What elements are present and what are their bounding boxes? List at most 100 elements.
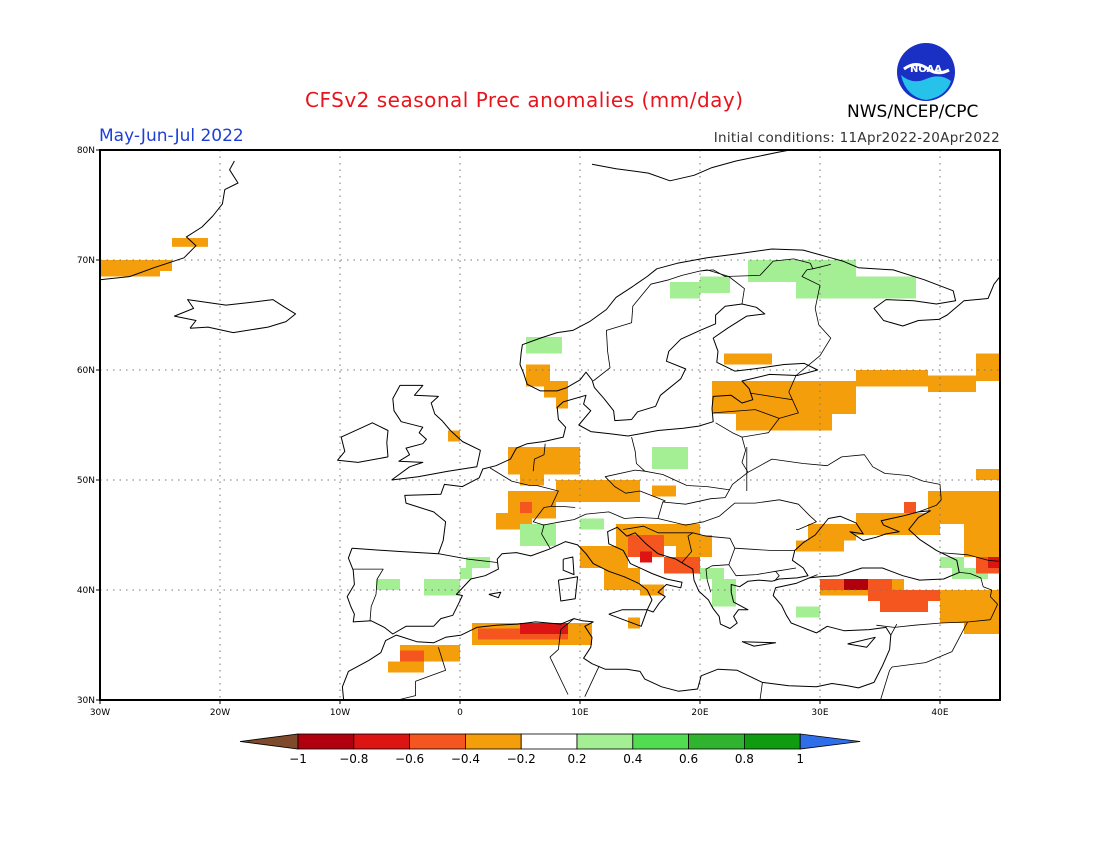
legend-label: −1	[289, 752, 307, 766]
anomaly-cell	[844, 579, 868, 590]
country-border	[759, 682, 763, 700]
anomaly-cell	[400, 650, 424, 662]
anomaly-cell	[724, 353, 772, 365]
lon-tick-label: 10W	[330, 708, 350, 718]
lat-tick-label: 50N	[77, 476, 95, 486]
anomaly-cell	[712, 579, 736, 607]
anomaly-cell	[964, 524, 1000, 557]
country-border	[662, 497, 726, 505]
anomaly-cell	[796, 606, 820, 618]
anomaly-cell	[988, 557, 1000, 568]
legend-colorbar: −1 −0.8 −0.6 −0.4 −0.2 0.2 0.4 0.6 0.8 1	[239, 733, 861, 766]
legend-swatch	[688, 733, 745, 750]
anomaly-cell	[652, 447, 688, 469]
anomaly-cell	[880, 601, 928, 612]
anomaly-cell	[448, 430, 460, 442]
anomaly-cell	[676, 535, 712, 557]
anomaly-cell	[388, 661, 424, 673]
country-border	[549, 618, 575, 695]
anomaly-cell	[376, 579, 400, 590]
coastline	[173, 299, 297, 334]
country-border	[353, 568, 384, 621]
anomaly-cell	[604, 568, 640, 590]
lon-tick-label: 30E	[811, 708, 828, 718]
legend-swatch	[464, 733, 522, 750]
coastline	[488, 591, 502, 599]
anomaly-cell	[520, 524, 556, 546]
lat-tick-label: 80N	[77, 146, 95, 156]
legend-arrow-right	[799, 733, 861, 750]
anomaly-cell	[796, 276, 916, 299]
lon-tick-label: 40E	[931, 708, 948, 718]
anomaly-cell	[670, 282, 700, 299]
country-border	[775, 567, 797, 572]
country-border	[532, 443, 546, 472]
legend-label: −0.4	[451, 752, 480, 766]
anomaly-cell	[928, 375, 976, 392]
country-border	[631, 437, 646, 472]
anomaly-cell	[628, 617, 640, 629]
legend-swatch	[744, 733, 801, 750]
legend-label: −0.8	[339, 752, 368, 766]
anomaly-cell	[940, 590, 1000, 623]
coastline	[741, 641, 777, 647]
coastline	[351, 248, 1000, 555]
anomaly-cell	[796, 540, 844, 552]
anomaly-cell	[700, 568, 724, 579]
coastline	[391, 384, 481, 481]
country-border	[750, 392, 793, 401]
anomaly-cell	[160, 260, 172, 271]
coastline	[557, 576, 579, 602]
lat-tick-label: 60N	[77, 366, 95, 376]
anomaly-cell	[712, 381, 856, 414]
legend-label: 0.6	[679, 752, 698, 766]
chart-title: CFSv2 seasonal Prec anomalies (mm/day)	[305, 88, 744, 112]
country-border	[532, 505, 576, 549]
anomaly-cell	[556, 480, 640, 502]
noaa-logo-text: NOAA	[910, 64, 942, 75]
legend-swatch	[632, 733, 689, 750]
country-border	[890, 623, 898, 636]
anomaly-cell	[526, 337, 562, 354]
anomaly-cell	[466, 557, 490, 568]
anomaly-cell	[940, 557, 964, 568]
legend-label: −0.2	[507, 752, 536, 766]
anomaly-cell	[928, 491, 1000, 524]
anomaly-cell	[856, 513, 940, 535]
country-border	[880, 666, 893, 700]
country-border	[747, 454, 942, 513]
lon-tick-label: 30W	[90, 708, 110, 718]
lon-tick-label: 0	[457, 708, 463, 718]
country-border	[438, 553, 498, 563]
noaa-logo: NOAA	[896, 42, 956, 102]
legend-label: −0.6	[395, 752, 424, 766]
lat-tick-label: 70N	[77, 256, 95, 266]
anomaly-cell	[544, 381, 568, 398]
country-border	[584, 665, 600, 697]
coastline	[341, 510, 960, 700]
country-border	[692, 532, 736, 593]
country-border	[728, 564, 780, 582]
coastline	[591, 150, 791, 182]
anomaly-cell	[664, 557, 700, 574]
country-border	[592, 258, 814, 382]
legend-swatch	[353, 733, 410, 750]
anomaly-cell	[856, 370, 928, 387]
country-border	[489, 467, 559, 507]
country-border	[715, 422, 749, 498]
legend-label: 0.2	[567, 752, 586, 766]
legend-label: 1	[796, 752, 804, 766]
coastline	[608, 609, 648, 627]
anomaly-cell	[976, 469, 1000, 480]
anomaly-cell	[172, 238, 208, 247]
anomaly-cell	[460, 568, 472, 579]
legend-swatch	[520, 733, 578, 750]
anomaly-cell	[964, 623, 1000, 634]
lat-tick-label: 30N	[77, 696, 95, 706]
legend-swatch	[576, 733, 634, 750]
initial-conditions: Initial conditions: 11Apr2022-20Apr2022	[713, 130, 1000, 146]
anomaly-cell	[976, 353, 1000, 381]
country-border	[741, 375, 799, 438]
anomaly-cell	[736, 414, 832, 431]
